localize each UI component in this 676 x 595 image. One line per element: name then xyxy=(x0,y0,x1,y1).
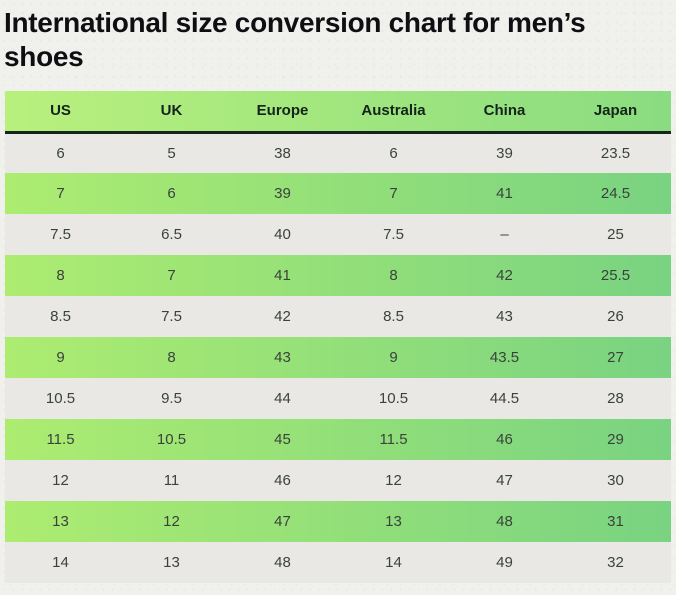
size-cell: 7.5 xyxy=(161,308,182,325)
column-header-europe: Europe xyxy=(256,102,309,120)
size-cell: 6 xyxy=(167,185,176,202)
size-cell: 45 xyxy=(274,431,291,448)
size-cell: 41 xyxy=(274,267,291,284)
size-cell: 8.5 xyxy=(50,308,71,325)
size-cell: 5 xyxy=(167,144,176,162)
size-cell: 7.5 xyxy=(50,226,71,243)
size-cell: 47 xyxy=(496,472,513,489)
size-cell: 14 xyxy=(52,554,69,571)
column-header-us: US xyxy=(50,102,71,120)
size-cell: 46 xyxy=(274,472,291,489)
page-title: International size conversion chart for … xyxy=(4,7,586,72)
size-cell: 46 xyxy=(496,431,513,448)
size-conversion-table: US UK Europe Australia China Japan 6 5 38 6… xyxy=(5,91,671,583)
size-cell: 38 xyxy=(274,144,291,162)
column-header-uk: UK xyxy=(160,102,183,120)
size-cell: 13 xyxy=(163,554,180,571)
size-cell: 7.5 xyxy=(383,226,404,243)
size-cell: 41 xyxy=(496,185,513,202)
size-cell: 24.5 xyxy=(600,185,631,202)
size-cell: 43.5 xyxy=(489,349,520,366)
size-cell: 44 xyxy=(274,390,291,407)
size-cell: 8 xyxy=(56,267,65,284)
size-cell: 11 xyxy=(163,472,180,489)
size-cell: 42 xyxy=(496,267,513,284)
size-cell: 29 xyxy=(607,431,624,448)
column-header-china: China xyxy=(483,102,526,120)
size-cell: 6 xyxy=(56,144,65,162)
table-row: 8 7 41 8 42 25.5 xyxy=(5,255,671,296)
size-cell: 11.5 xyxy=(46,431,75,448)
size-cell: 11.5 xyxy=(379,431,408,448)
size-cell: 30 xyxy=(607,472,624,489)
table-row: 10.5 9.5 44 10.5 44.5 28 xyxy=(5,378,671,419)
size-cell: 43 xyxy=(496,308,513,325)
size-cell: 32 xyxy=(607,554,624,571)
size-cell: 7 xyxy=(167,267,176,284)
size-cell: 6 xyxy=(389,144,398,162)
size-cell: 43 xyxy=(274,349,291,366)
table-header: US UK Europe Australia China Japan xyxy=(5,91,671,132)
size-cell: 27 xyxy=(607,349,624,366)
size-cell: 14 xyxy=(385,554,402,571)
table-row: 14 13 48 14 49 32 xyxy=(5,542,671,583)
table-row: 9 8 43 9 43.5 27 xyxy=(5,337,671,378)
size-cell: 13 xyxy=(52,513,69,530)
size-cell: 9.5 xyxy=(161,390,182,407)
size-cell: 28 xyxy=(607,390,624,407)
size-cell: 42 xyxy=(274,308,291,325)
table-row: 12 11 46 12 47 30 xyxy=(5,460,671,501)
table-row: 7.5 6.5 40 7.5 – 25 xyxy=(5,214,671,255)
size-cell: 12 xyxy=(163,513,180,530)
size-cell: 48 xyxy=(496,513,513,530)
size-cell: 10.5 xyxy=(378,390,409,407)
size-cell: 7 xyxy=(389,185,398,202)
column-header-japan: Japan xyxy=(593,102,638,120)
size-cell: 44.5 xyxy=(489,390,520,407)
size-cell: 7 xyxy=(56,185,65,202)
size-cell: 23.5 xyxy=(600,144,631,162)
size-cell: 6.5 xyxy=(161,226,182,243)
size-cell: 47 xyxy=(274,513,291,530)
size-cell: 10.5 xyxy=(45,390,76,407)
size-cell: 31 xyxy=(607,513,624,530)
table-row: 11.5 10.5 45 11.5 46 29 xyxy=(5,419,671,460)
size-cell: 49 xyxy=(496,554,513,571)
table-row: 6 5 38 6 39 23.5 xyxy=(5,132,671,173)
table-row: 13 12 47 13 48 31 xyxy=(5,501,671,542)
size-cell: 25.5 xyxy=(600,267,631,284)
size-cell: 26 xyxy=(607,308,624,325)
size-cell: – xyxy=(500,226,509,243)
size-cell: 25 xyxy=(607,226,624,243)
table-row: 7 6 39 7 41 24.5 xyxy=(5,173,671,214)
size-cell: 48 xyxy=(274,554,291,571)
size-cell: 12 xyxy=(385,472,402,489)
size-cell: 13 xyxy=(385,513,402,530)
size-cell: 9 xyxy=(56,349,65,366)
size-cell: 39 xyxy=(496,144,513,162)
table-row: 8.5 7.5 42 8.5 43 26 xyxy=(5,296,671,337)
column-header-australia: Australia xyxy=(361,102,426,120)
size-cell: 8 xyxy=(389,267,398,284)
size-cell: 39 xyxy=(274,185,291,202)
size-table-body: 6 5 38 6 39 23.5 7 6 39 7 41 24.5 7.5 6.5 40 7.5 – 25 8 7 41… xyxy=(5,132,671,583)
size-cell: 40 xyxy=(274,226,291,243)
size-cell: 8.5 xyxy=(383,308,404,325)
size-cell: 8 xyxy=(167,349,176,366)
size-cell: 10.5 xyxy=(156,431,187,448)
size-cell: 9 xyxy=(389,349,398,366)
table-header-row: US UK Europe Australia China Japan xyxy=(5,91,671,132)
size-cell: 12 xyxy=(52,472,69,489)
